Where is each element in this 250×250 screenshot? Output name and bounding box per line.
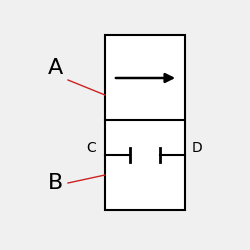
- Text: D: D: [192, 141, 203, 155]
- Text: B: B: [48, 173, 62, 193]
- Bar: [105, 35, 185, 210]
- Text: C: C: [86, 141, 96, 155]
- Text: A: A: [48, 58, 62, 78]
